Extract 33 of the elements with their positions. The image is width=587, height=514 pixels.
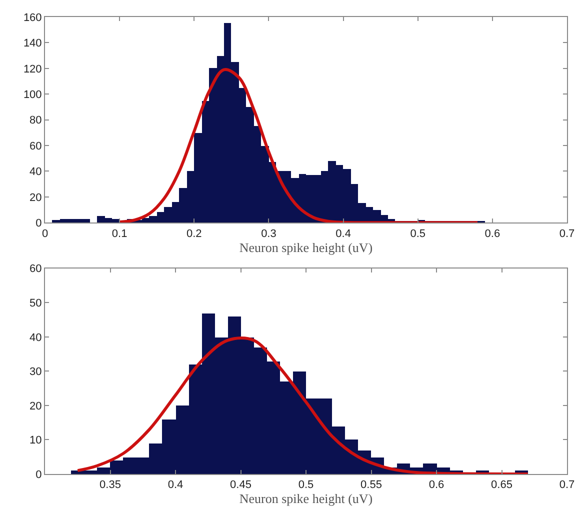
y-tick-label: 100 bbox=[23, 88, 42, 101]
y-tick-label: 20 bbox=[30, 400, 42, 412]
x-tick-label: 0.3 bbox=[261, 228, 276, 240]
y-tick-label: 50 bbox=[30, 297, 42, 310]
y-tick-label: 60 bbox=[30, 140, 42, 152]
x-tick-label: 0.45 bbox=[230, 479, 252, 492]
x-tick-label: 0.6 bbox=[428, 479, 444, 492]
y-tick-label: 160 bbox=[23, 12, 42, 24]
y-tick-label: 80 bbox=[30, 114, 42, 127]
y-tick-label: 140 bbox=[23, 38, 42, 50]
x-tick-label: 0.7 bbox=[559, 228, 575, 240]
y-tick-label: 0 bbox=[36, 218, 42, 230]
x-tick-label: 0.35 bbox=[100, 479, 121, 492]
x-tick-label: 0.4 bbox=[168, 479, 184, 492]
y-tick-label: 120 bbox=[23, 63, 42, 76]
y-tick-label: 40 bbox=[30, 332, 42, 344]
x-tick-label: 0.1 bbox=[112, 228, 128, 240]
x-tick-label: 0.7 bbox=[559, 479, 575, 492]
x-tick-label: 0.5 bbox=[298, 479, 314, 492]
x-tick-label: 0.55 bbox=[360, 479, 382, 492]
y-tick-label: 60 bbox=[30, 263, 42, 276]
y-tick-label: 0 bbox=[36, 468, 42, 481]
y-tick-label: 40 bbox=[30, 166, 42, 178]
y-tick-label: 20 bbox=[30, 192, 42, 204]
x-axis-title: Neuron spike height (uV) bbox=[239, 240, 373, 255]
x-tick-label: 0.2 bbox=[186, 228, 202, 240]
x-tick-label: 0.65 bbox=[491, 479, 512, 492]
x-tick-label: 0.5 bbox=[410, 228, 426, 240]
x-tick-label: 0.4 bbox=[336, 228, 351, 240]
y-tick-label: 30 bbox=[30, 366, 42, 378]
y-tick-label: 10 bbox=[30, 434, 42, 447]
x-tick-label: 0.6 bbox=[484, 228, 500, 240]
x-axis-title: Neuron spike height (uV) bbox=[239, 491, 373, 506]
